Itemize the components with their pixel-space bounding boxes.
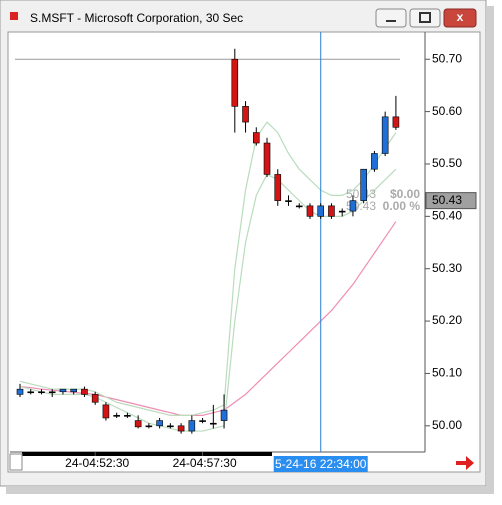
- y-tick-label: 50.30: [432, 261, 462, 275]
- candle-body: [360, 168, 367, 201]
- candle-body: [134, 420, 142, 428]
- candle-body: [199, 420, 206, 422]
- close-icon: x: [457, 10, 464, 24]
- candle-body: [392, 116, 400, 128]
- candle-body: [328, 205, 335, 217]
- candle-body: [38, 391, 45, 394]
- maximize-button[interactable]: [409, 8, 441, 28]
- candle-body: [274, 174, 282, 201]
- x-tick-label: 24-04:52:30: [65, 456, 129, 470]
- y-tick-label: 50.40: [432, 209, 462, 223]
- candle-body: [145, 425, 153, 428]
- scrollbar[interactable]: [22, 452, 272, 456]
- candle-body: [70, 388, 77, 393]
- cursor-label: 5-24-16 22:34:00: [275, 457, 367, 471]
- candle-body: [220, 409, 228, 421]
- window-shadow: [6, 486, 494, 494]
- candle-body: [231, 58, 239, 107]
- candle-body: [263, 142, 271, 175]
- candle-body: [48, 391, 56, 394]
- candle-body: [102, 404, 110, 419]
- corner-box[interactable]: [9, 453, 23, 471]
- plot: 50.00 50.10 50.20 50.30 50.40 50.50 50.60 50.70…: [15, 32, 477, 472]
- y-tick-label: 50.60: [432, 104, 462, 118]
- candle-body: [285, 200, 292, 202]
- candle-body: [91, 394, 99, 403]
- candle-body: [167, 425, 174, 428]
- candle-body: [349, 200, 357, 212]
- candle-body: [124, 415, 131, 417]
- candle-body: [295, 205, 303, 208]
- candle-body: [338, 210, 346, 213]
- y-tick-label: 50.10: [432, 366, 462, 380]
- minimize-button[interactable]: [375, 8, 407, 28]
- candle-body: [16, 388, 24, 395]
- candle-body: [306, 205, 314, 217]
- candle-body: [371, 153, 378, 170]
- info-label: 0.00 %: [383, 199, 421, 213]
- y-tick-label: 50.50: [432, 156, 462, 170]
- candle-body: [177, 425, 185, 432]
- candle-body: [81, 388, 88, 395]
- y-tick-label: 50.70: [432, 51, 462, 65]
- app-icon: [10, 12, 18, 20]
- candle-body: [381, 116, 389, 154]
- candle-body: [59, 388, 67, 393]
- candle-body: [317, 205, 325, 217]
- info-label: $0.00: [390, 187, 420, 201]
- scroll-right-arrow[interactable]: [456, 456, 474, 470]
- candle-body: [210, 422, 217, 425]
- last-price-box: [425, 192, 477, 210]
- candle-body: [188, 420, 196, 432]
- maximize-icon: [419, 12, 431, 23]
- close-button[interactable]: [443, 8, 477, 28]
- x-tick-label: 24-04:57:30: [173, 456, 237, 470]
- last-price-label: 50.43: [432, 193, 462, 207]
- y-tick-label: 50.00: [432, 418, 462, 432]
- candle-body: [156, 420, 163, 427]
- y-tick-label: 50.20: [432, 313, 462, 327]
- cursor-label-box: [273, 456, 368, 472]
- minimize-icon: [386, 20, 396, 22]
- candle-body: [242, 106, 249, 123]
- window-shadow: [486, 6, 494, 492]
- candle-body: [252, 132, 260, 144]
- candle-body: [113, 415, 120, 417]
- candle-body: [27, 391, 35, 394]
- window-title: S.MSFT - Microsoft Corporation, 30 Sec: [30, 11, 243, 25]
